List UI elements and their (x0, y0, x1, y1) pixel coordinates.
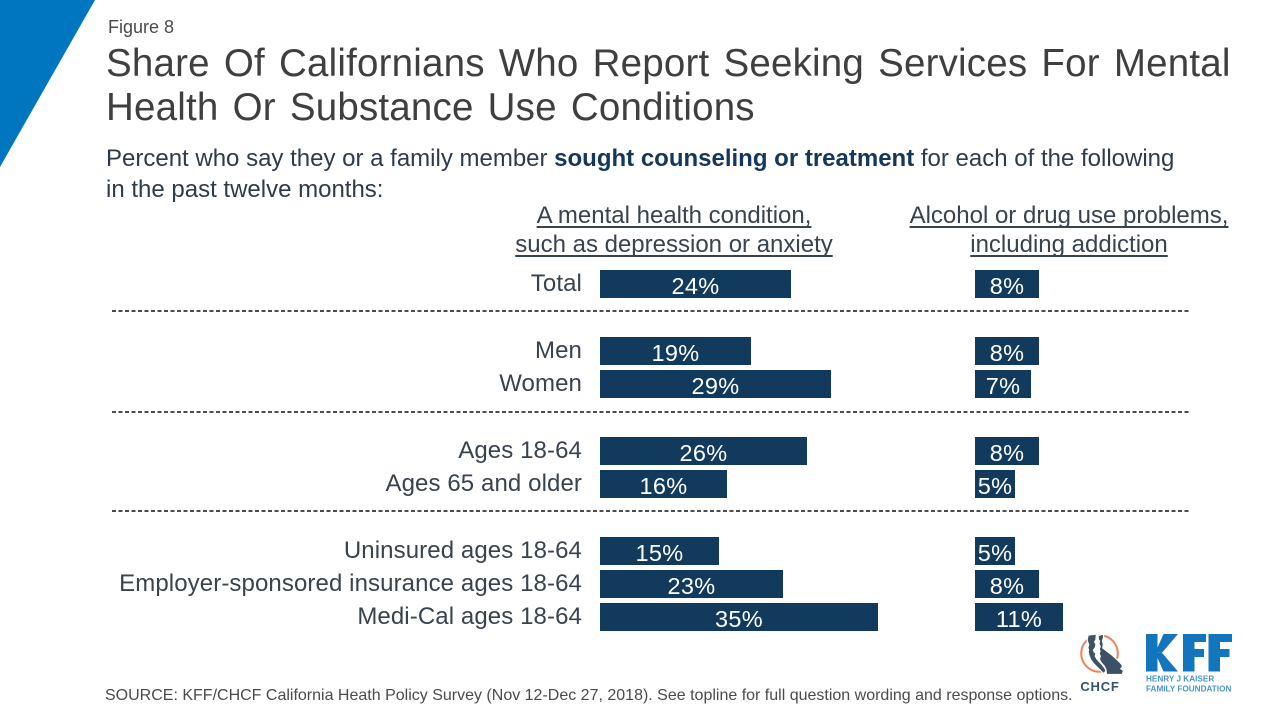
svg-text:HENRY J KAISER: HENRY J KAISER (1146, 675, 1214, 684)
svg-text:FAMILY FOUNDATION: FAMILY FOUNDATION (1146, 684, 1231, 693)
